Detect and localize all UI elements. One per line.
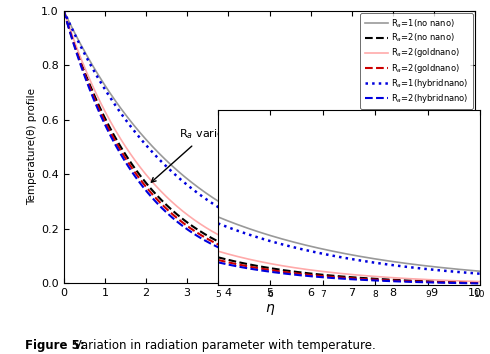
R$_a$=2(hybridnano) bbox=[461, 280, 466, 284]
R$_a$=1(hybridnano) bbox=[250, 224, 256, 228]
R$_a$=2(goldnano) bbox=[82, 65, 88, 70]
R$_a$=2(goldnano) bbox=[261, 252, 267, 256]
R$_a$=2(goldnano) bbox=[385, 274, 391, 278]
R$_a$=2(no nano) bbox=[250, 254, 256, 258]
R$_a$=2(goldnano) bbox=[472, 278, 478, 282]
Line: R$_a$=1(hybridnano): R$_a$=1(hybridnano) bbox=[64, 11, 475, 274]
R$_a$=1(no nano) bbox=[250, 218, 256, 223]
R$_a$=2(hybridnano) bbox=[472, 280, 478, 284]
R$_a$=2(goldnano) bbox=[461, 279, 466, 284]
R$_a$=2(no nano) bbox=[61, 8, 67, 13]
R$_a$=2(hybridnano) bbox=[61, 8, 67, 13]
R$_a$=2(hybridnano) bbox=[385, 277, 391, 281]
X-axis label: η: η bbox=[265, 301, 274, 315]
R$_a$=2(goldnano) bbox=[460, 279, 466, 284]
Legend: R$_a$=1(no nano), R$_a$=2(no nano), R$_a$=2(goldnano), R$_a$=2(goldnano), R$_a$=: R$_a$=1(no nano), R$_a$=2(no nano), R$_a… bbox=[360, 13, 473, 109]
R$_a$=1(no nano) bbox=[460, 269, 466, 273]
R$_a$=1(no nano) bbox=[82, 50, 88, 54]
R$_a$=2(no nano) bbox=[472, 279, 478, 284]
R$_a$=2(hybridnano) bbox=[250, 258, 256, 263]
R$_a$=1(hybridnano) bbox=[61, 8, 67, 13]
Y-axis label: Temperature(θ) profile: Temperature(θ) profile bbox=[27, 88, 37, 205]
Line: R$_a$=1(no nano): R$_a$=1(no nano) bbox=[64, 11, 475, 272]
R$_a$=2(goldnano) bbox=[261, 259, 267, 264]
R$_a$=1(no nano) bbox=[61, 8, 67, 13]
R$_a$=1(no nano) bbox=[385, 259, 391, 263]
Line: R$_a$=2(hybridnano): R$_a$=2(hybridnano) bbox=[64, 11, 475, 282]
R$_a$=2(no nano) bbox=[460, 279, 466, 283]
R$_a$=2(goldnano) bbox=[61, 8, 67, 13]
R$_a$=2(no nano) bbox=[82, 70, 88, 74]
Text: R$_a$ varies: R$_a$ varies bbox=[151, 128, 231, 182]
R$_a$=1(hybridnano) bbox=[82, 52, 88, 56]
R$_a$=2(goldnano) bbox=[250, 256, 256, 260]
R$_a$=2(no nano) bbox=[461, 279, 466, 283]
R$_a$=2(no nano) bbox=[261, 257, 267, 261]
R$_a$=2(goldnano) bbox=[61, 8, 67, 13]
R$_a$=2(hybridnano) bbox=[460, 280, 466, 284]
Line: R$_a$=2(no nano): R$_a$=2(no nano) bbox=[64, 11, 475, 281]
R$_a$=1(no nano) bbox=[261, 224, 267, 228]
R$_a$=1(hybridnano) bbox=[385, 262, 391, 267]
R$_a$=2(goldnano) bbox=[82, 72, 88, 76]
R$_a$=1(hybridnano) bbox=[472, 272, 478, 276]
Text: Variation in radiation parameter with temperature.: Variation in radiation parameter with te… bbox=[70, 339, 375, 352]
R$_a$=2(goldnano) bbox=[460, 278, 466, 282]
R$_a$=1(hybridnano) bbox=[261, 229, 267, 233]
R$_a$=2(hybridnano) bbox=[82, 74, 88, 78]
R$_a$=2(goldnano) bbox=[385, 276, 391, 281]
R$_a$=1(hybridnano) bbox=[460, 271, 466, 275]
R$_a$=1(no nano) bbox=[472, 270, 478, 274]
R$_a$=2(hybridnano) bbox=[261, 261, 267, 266]
Text: Figure 5:: Figure 5: bbox=[24, 339, 84, 352]
R$_a$=2(goldnano) bbox=[250, 248, 256, 252]
R$_a$=2(goldnano) bbox=[461, 278, 466, 282]
R$_a$=2(goldnano) bbox=[472, 280, 478, 284]
R$_a$=1(no nano) bbox=[461, 269, 466, 273]
Line: R$_a$=2(goldnano): R$_a$=2(goldnano) bbox=[64, 11, 475, 282]
R$_a$=1(hybridnano) bbox=[461, 271, 466, 275]
Line: R$_a$=2(goldnano): R$_a$=2(goldnano) bbox=[64, 11, 475, 280]
R$_a$=2(no nano) bbox=[385, 276, 391, 280]
